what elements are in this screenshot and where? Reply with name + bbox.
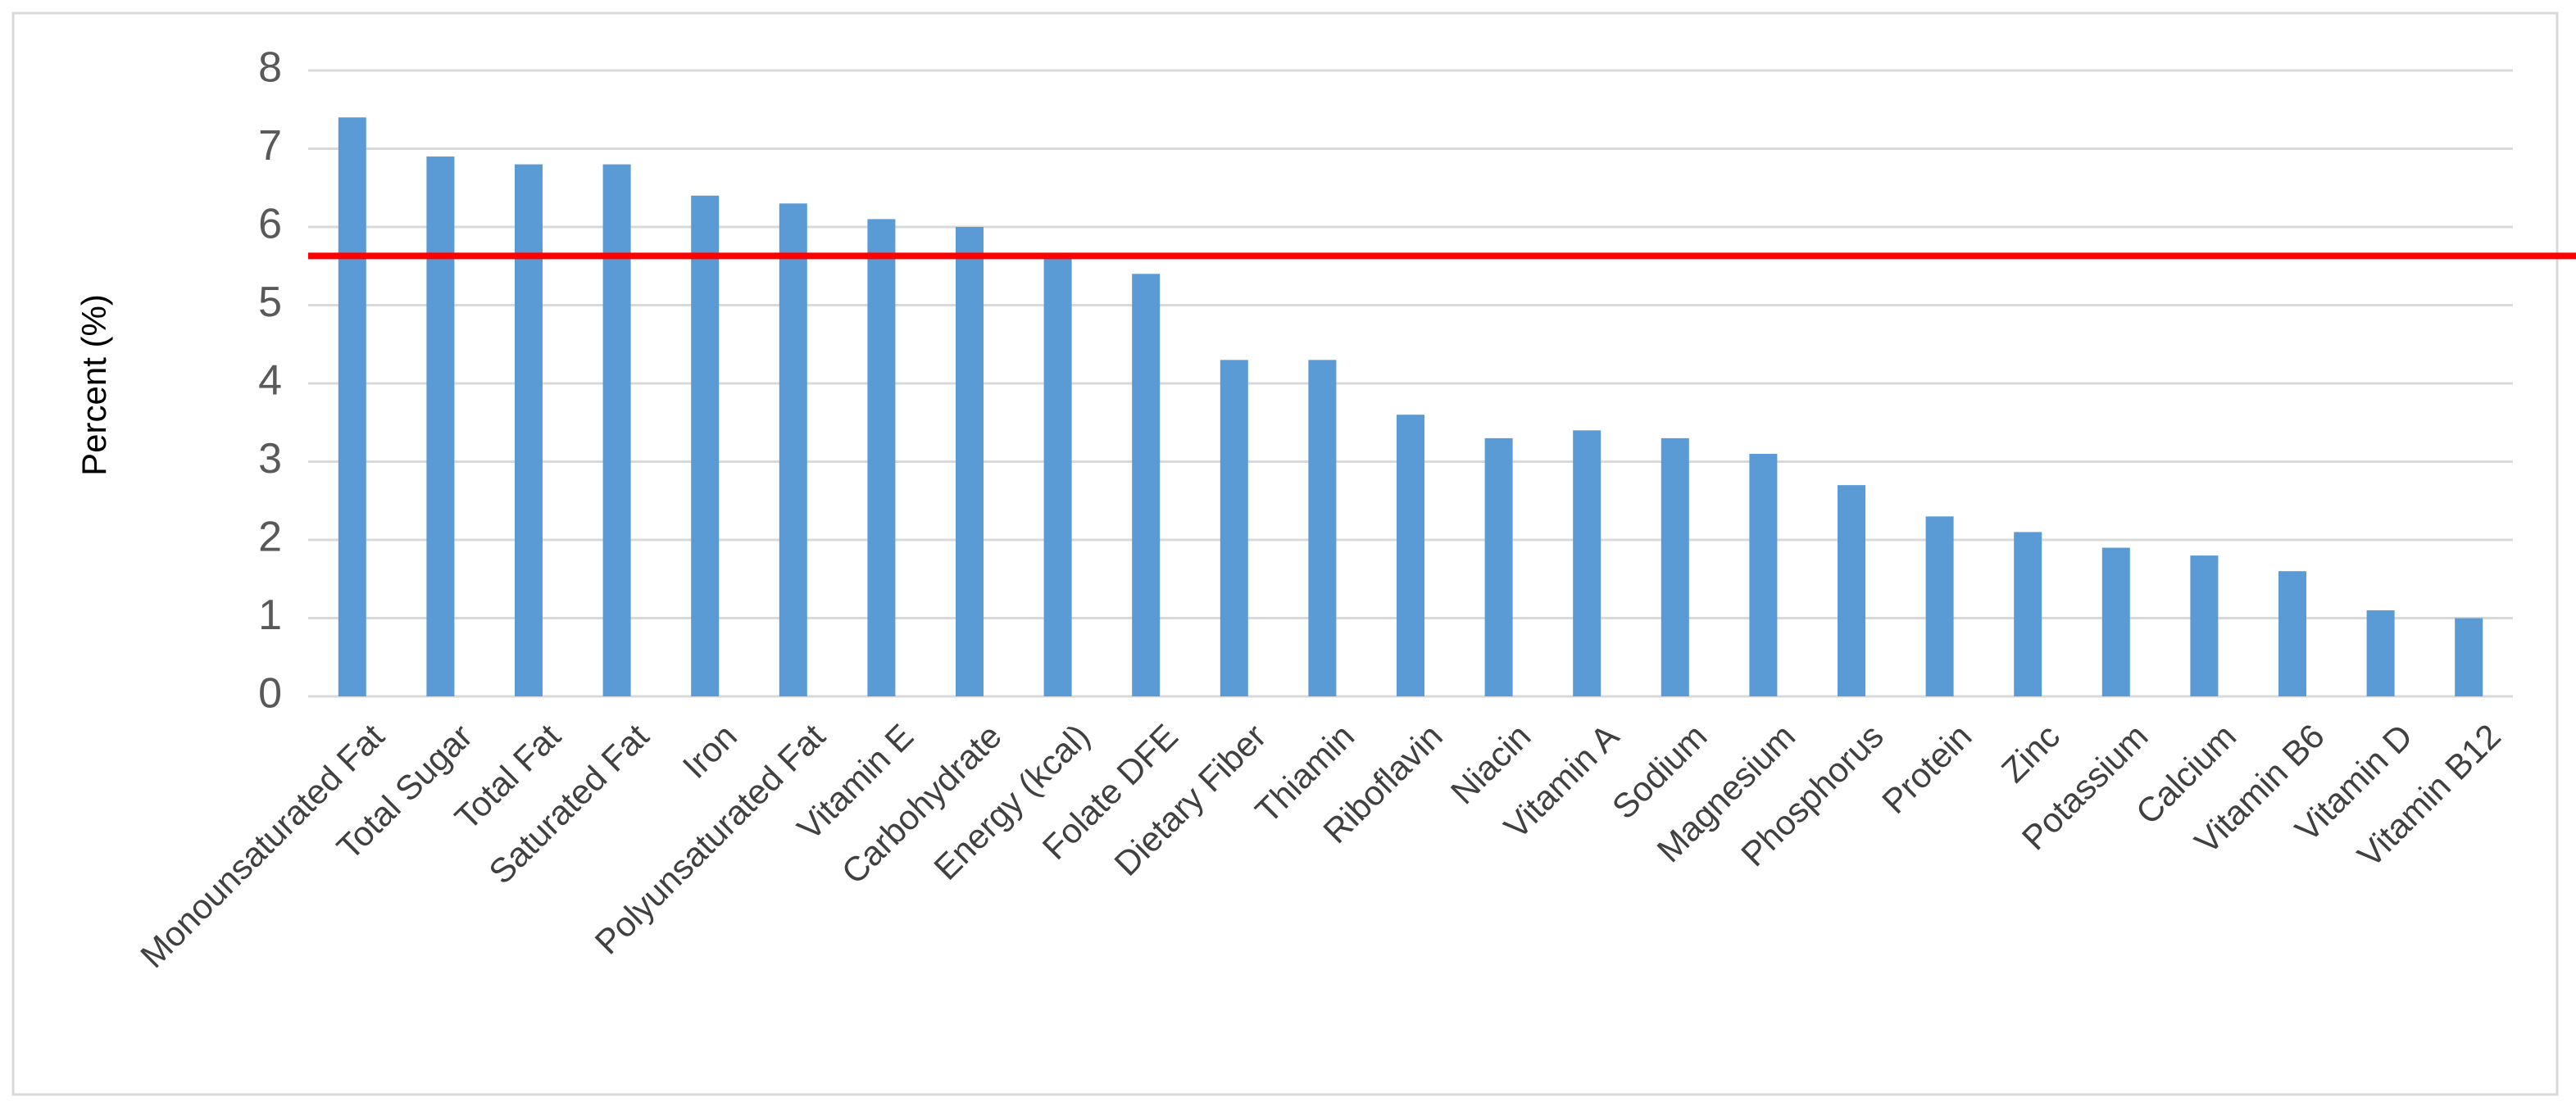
bar: [602, 164, 631, 697]
bar: [1220, 360, 1248, 696]
y-tick-label: 6: [258, 201, 282, 248]
bar: [956, 227, 984, 696]
y-tick-label: 8: [258, 44, 282, 92]
bar: [1749, 453, 1778, 696]
bar: [1484, 437, 1513, 696]
bar: [1925, 516, 1954, 696]
y-tick-label: 3: [258, 435, 282, 483]
bar: [2278, 571, 2306, 696]
y-tick-label: 2: [258, 514, 282, 561]
y-tick-label: 1: [258, 591, 282, 639]
bar: [1397, 415, 1424, 696]
bar: [2455, 618, 2483, 696]
bar: [867, 219, 896, 696]
bar: [1308, 360, 1337, 696]
y-tick-label: 7: [258, 122, 282, 170]
bar: [338, 117, 366, 697]
y-axis-label: Percent (%): [75, 294, 113, 476]
bar: [779, 203, 807, 697]
bar: [1661, 437, 1689, 696]
bar: [691, 195, 720, 697]
chart-frame: [11, 11, 2559, 1096]
bar: [1573, 430, 1601, 696]
bar: [1043, 258, 1072, 696]
bar: [2190, 555, 2219, 696]
y-tick-label: 0: [258, 670, 282, 718]
bar: [2366, 610, 2395, 696]
y-tick-label: 4: [258, 357, 282, 405]
bar: [426, 156, 455, 697]
bar: [1132, 274, 1161, 696]
bar: [515, 164, 543, 697]
bar: [2101, 547, 2130, 696]
bar: [2014, 532, 2042, 696]
y-tick-label: 5: [258, 279, 282, 326]
bar: [1838, 485, 1865, 696]
